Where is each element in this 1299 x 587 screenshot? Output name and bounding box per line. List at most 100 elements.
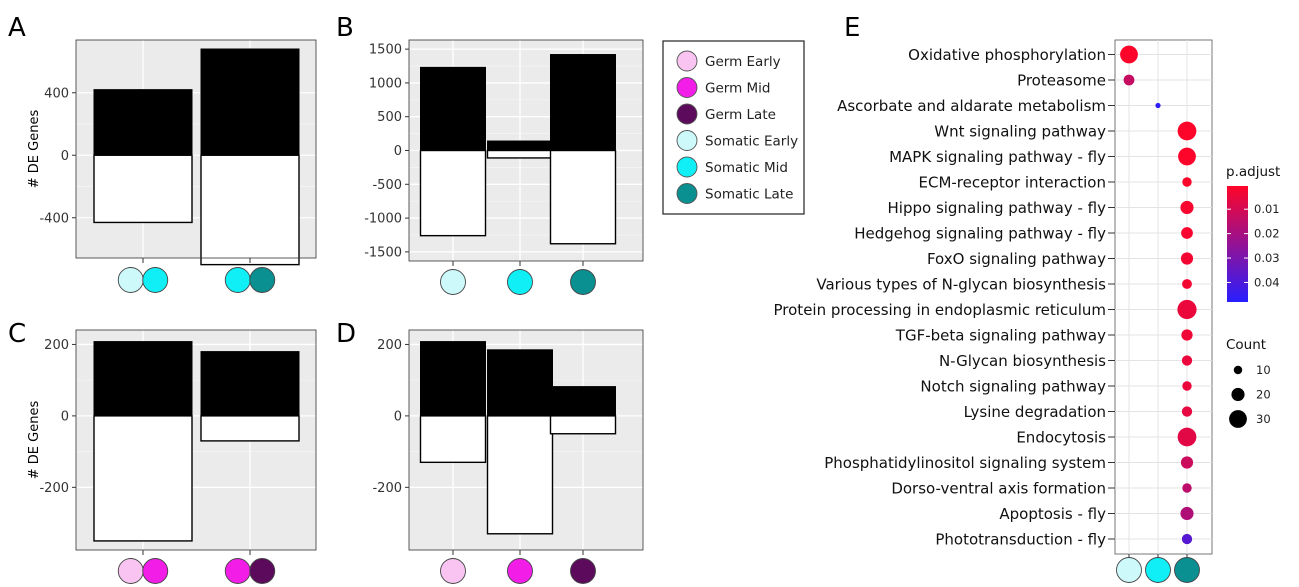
y-tick-label: 1000 <box>369 76 402 91</box>
pathway-label: Protein processing in endoplasmic reticu… <box>774 301 1106 319</box>
legend-label: Somatic Late <box>705 187 793 203</box>
y-tick-label: -200 <box>39 481 69 496</box>
enrichment-dot <box>1180 506 1194 521</box>
enrichment-dot <box>1181 227 1193 239</box>
plot-background <box>1114 39 1213 555</box>
bar-down <box>486 415 554 535</box>
enrichment-dot <box>1181 355 1193 366</box>
stage-marker-germ-late <box>249 558 276 584</box>
bar-down <box>419 149 487 237</box>
size-legend-dot <box>1231 387 1245 402</box>
pathway-label: Dorso-ventral axis formation <box>891 480 1106 498</box>
stage-marker-germ-mid <box>507 558 533 584</box>
bar-down <box>93 154 193 224</box>
stage-marker-somatic-late <box>570 269 596 295</box>
stage-marker-somatic-early <box>440 269 466 295</box>
plot-border <box>408 329 644 551</box>
bar-up <box>93 89 193 156</box>
legend-label: Germ Mid <box>705 81 771 97</box>
stage-marker-somatic-mid <box>1145 557 1171 583</box>
enrichment-dot <box>1181 533 1193 545</box>
stage-marker-somatic-mid <box>224 267 251 293</box>
stage-marker-germ-early <box>440 558 466 584</box>
y-tick-label: 0 <box>394 409 402 424</box>
legend-swatch-germ-mid <box>676 77 698 98</box>
y-tick-label: -200 <box>372 481 402 496</box>
enrichment-dot <box>1120 45 1138 64</box>
pathway-label: Proteasome <box>1017 72 1106 90</box>
y-tick-label: 200 <box>377 338 402 353</box>
stage-marker-somatic-early <box>1116 557 1142 583</box>
stage-marker-germ-early <box>117 558 144 584</box>
panel-a: A -400 0 400# DE Genes <box>8 13 317 293</box>
y-tick-label: 400 <box>44 86 69 101</box>
stage-marker-somatic-late <box>249 267 276 293</box>
y-tick-label: -1000 <box>364 212 402 227</box>
legend-label: Germ Early <box>705 54 781 70</box>
enrichment-dot <box>1155 102 1161 109</box>
stage-marker-germ-mid <box>224 558 251 584</box>
bar-up <box>200 48 300 156</box>
stage-marker-somatic-early <box>117 267 144 293</box>
bar-up <box>200 351 300 417</box>
stage-marker-germ-late <box>570 558 596 584</box>
color-legend-title: p.adjust <box>1226 164 1280 180</box>
y-tick-label: 500 <box>377 110 402 125</box>
stage-marker-somatic-mid <box>142 267 169 293</box>
pathway-label: MAPK signaling pathway - fly <box>889 148 1106 166</box>
legend-swatch-germ-early <box>676 50 698 72</box>
size-legend-label: 20 <box>1256 388 1271 402</box>
enrichment-dot <box>1181 329 1193 341</box>
color-scale-label: 0.03 <box>1254 251 1280 265</box>
pathway-label: Wnt signaling pathway <box>934 123 1106 141</box>
enrichment-dot <box>1180 200 1194 215</box>
pathway-label: N-Glycan biosynthesis <box>939 352 1106 370</box>
pathway-label: ECM-receptor interaction <box>919 174 1107 192</box>
plot-border <box>75 39 317 259</box>
pathway-label: Various types of N-glycan biosynthesis <box>816 276 1106 294</box>
enrichment-dot <box>1181 406 1193 417</box>
size-legend-label: 10 <box>1256 363 1271 377</box>
bar-down <box>93 415 193 542</box>
legend-label: Germ Late <box>705 107 776 123</box>
color-scale-bar <box>1227 186 1248 302</box>
enrichment-dot <box>1182 177 1192 187</box>
size-legend-label: 30 <box>1256 412 1271 426</box>
pathway-label: Hippo signaling pathway - fly <box>888 199 1107 217</box>
legend-swatch-somatic-early <box>676 130 698 151</box>
stage-marker-somatic-late <box>1174 557 1200 583</box>
legend-swatch-germ-late <box>676 103 698 125</box>
panel-letter: A <box>8 13 26 43</box>
bar-down <box>549 415 617 435</box>
bar-down <box>419 415 487 464</box>
plot-border <box>408 39 644 262</box>
bar-down <box>200 415 300 442</box>
bar-up <box>420 341 486 417</box>
panel-e: E Oxidative phosphorylation Proteasome Asco… <box>774 13 1213 583</box>
y-tick-label: 0 <box>61 409 69 424</box>
enrichment-dot <box>1180 252 1194 265</box>
panel-c: C -200 0 200 # DE Genes <box>8 319 317 584</box>
pathway-label: Lysine degradation <box>964 403 1106 421</box>
enrichment-dot <box>1177 299 1197 320</box>
y-tick-label: -400 <box>39 211 69 226</box>
enrichment-dot <box>1123 74 1135 86</box>
panel-letter: B <box>336 13 354 43</box>
count-legend: Count 10 20 30 <box>1226 337 1271 428</box>
stage-marker-somatic-mid <box>507 269 533 295</box>
pathway-label: FoxO signaling pathway <box>927 250 1106 268</box>
enrichment-dot <box>1182 279 1192 289</box>
legend-swatch-somatic-late <box>676 183 698 204</box>
pathway-label: Ascorbate and aldarate metabolism <box>837 97 1106 115</box>
plot-border <box>75 329 317 551</box>
size-legend-dot <box>1229 410 1247 428</box>
legend-label: Somatic Early <box>705 134 798 150</box>
size-legend-dot <box>1233 365 1243 375</box>
y-tick-label: -500 <box>372 178 402 193</box>
pathway-label: Phototransduction - fly <box>935 531 1106 549</box>
bar-up <box>420 66 486 151</box>
y-tick-label: -1500 <box>364 245 402 260</box>
color-scale-label: 0.02 <box>1254 227 1280 241</box>
bar-up <box>93 341 193 417</box>
panel-letter: C <box>8 319 26 349</box>
